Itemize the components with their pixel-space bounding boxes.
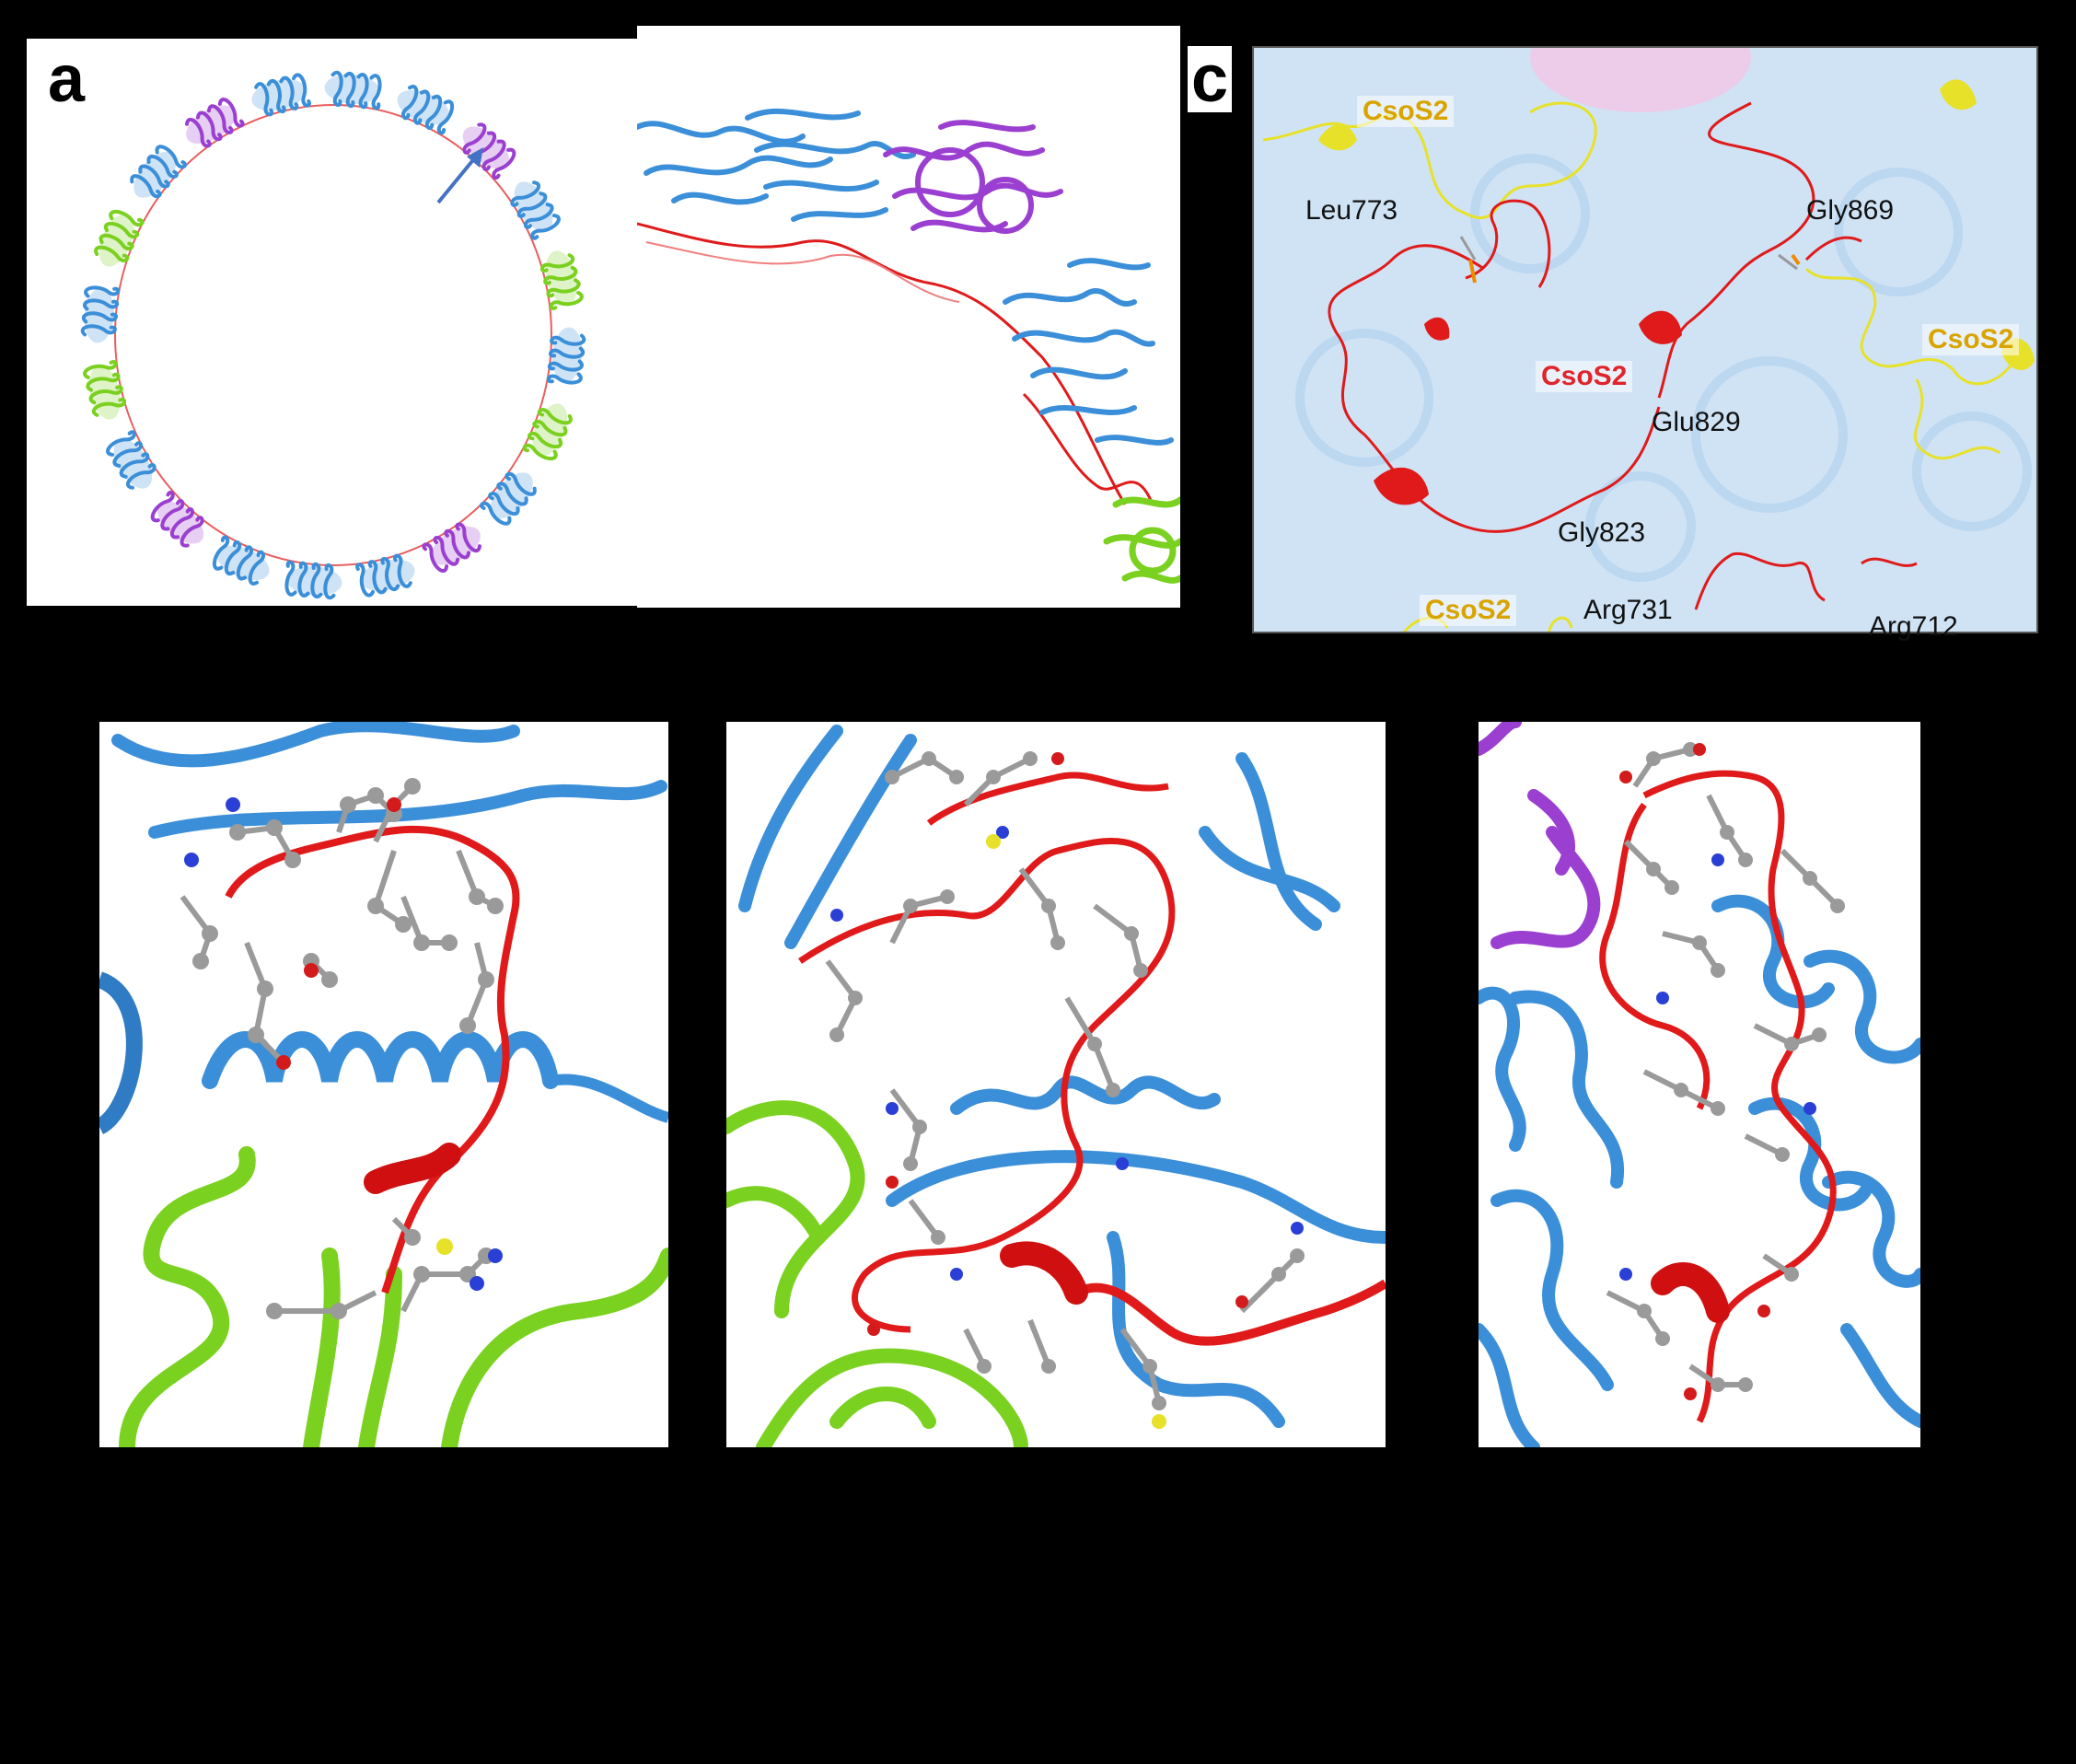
panel-e-detail-2 — [726, 722, 1386, 1447]
panel-f-detail-3 — [1479, 722, 1920, 1447]
label-csos2-right: CsoS2 — [1922, 324, 2020, 355]
ring-domain — [106, 430, 157, 490]
detail-2-structure — [726, 725, 1386, 1447]
label-arg731: Arg731 — [1583, 595, 1673, 625]
ring-domain — [355, 553, 415, 598]
panel-label-c: c — [1188, 46, 1233, 112]
label-arg712: Arg712 — [1869, 611, 1958, 641]
zoomed-arc-structure — [637, 108, 1180, 584]
ring-domain — [510, 180, 561, 240]
ring-domain — [546, 327, 586, 385]
ring-domain — [213, 535, 270, 586]
ring-domain — [130, 145, 187, 199]
ring-structure — [80, 71, 586, 599]
label-csos2-top-left: CsoS2 — [1357, 96, 1455, 127]
ring-domain — [251, 73, 311, 117]
panel-b-zoom-arc — [637, 26, 1180, 608]
panel-label-a: a — [48, 42, 86, 116]
ring-domain — [462, 122, 516, 180]
label-gly823: Gly823 — [1558, 517, 1646, 548]
label-csos2-center: CsoS2 — [1536, 361, 1633, 392]
ring-domain — [80, 285, 121, 343]
panel-a-ring — [27, 39, 640, 606]
ring-domain — [522, 403, 573, 460]
label-leu773: Leu773 — [1305, 195, 1398, 226]
ring-domain — [284, 560, 342, 599]
ring-domain — [150, 490, 204, 548]
label-glu829: Glu829 — [1652, 407, 1741, 437]
panel-d-detail-1 — [99, 722, 668, 1447]
csos2-chains — [1262, 48, 2035, 632]
ring-domain — [185, 97, 245, 148]
panel-c-frame: CsoS2 Leu773 Gly869 CsoS2 CsoS2 Glu829 G… — [1252, 46, 2038, 641]
ring-domain — [94, 210, 145, 267]
detail-1-structure — [99, 722, 668, 1447]
label-csos2-bottom: CsoS2 — [1420, 595, 1517, 626]
ring-domain — [540, 250, 584, 310]
ring-domain — [422, 522, 481, 574]
detail-3-structure — [1479, 722, 1920, 1447]
panel-c-csos2: CsoS2 Leu773 Gly869 CsoS2 CsoS2 Glu829 G… — [1212, 26, 2059, 641]
label-gly869: Gly869 — [1806, 195, 1895, 226]
ring-domain — [397, 85, 454, 135]
ring-domain — [324, 71, 382, 110]
ring-domain — [83, 360, 126, 420]
ring-domain — [480, 471, 537, 526]
